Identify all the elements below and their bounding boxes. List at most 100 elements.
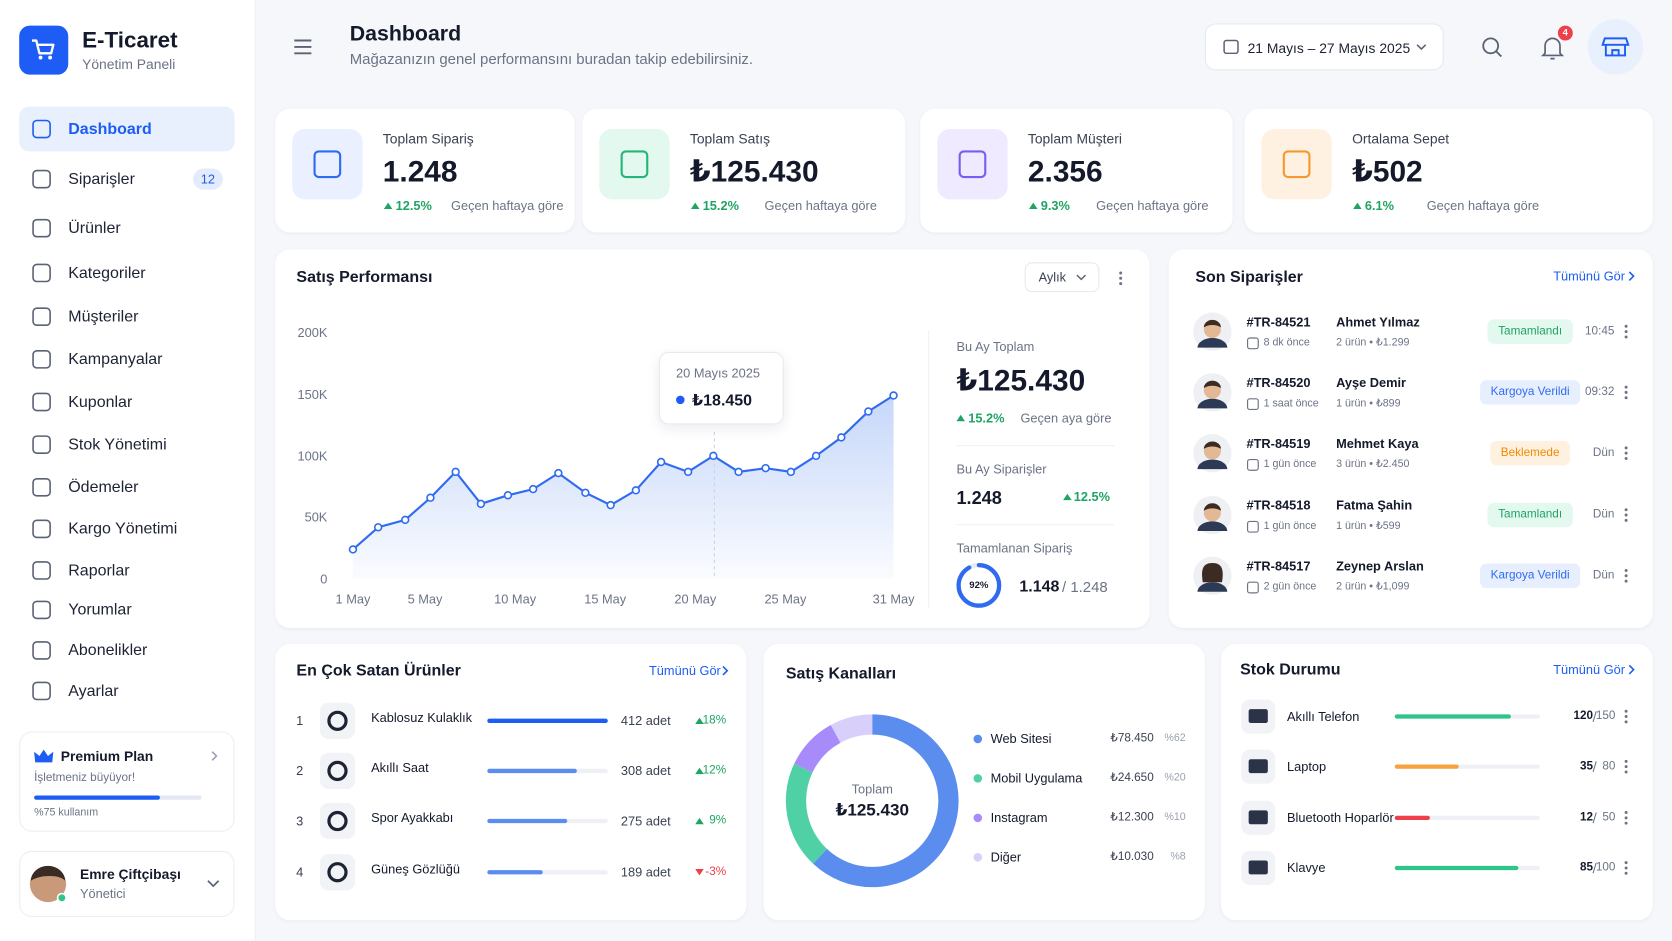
kpi-icon	[958, 150, 987, 179]
donut-segment	[785, 714, 959, 888]
bar-track	[487, 870, 608, 875]
product-change: -3%	[705, 865, 727, 879]
more-dot	[1624, 390, 1628, 394]
donut-segment	[785, 714, 959, 888]
kpi-label: Toplam Sipariş	[382, 130, 474, 147]
order-time: 10:45	[1585, 324, 1615, 338]
kpi-note: Geçen haftaya göre	[1096, 198, 1209, 214]
more-dot	[1624, 770, 1628, 774]
view-all-link[interactable]: Tümünü Gör	[1553, 662, 1626, 678]
channel-amount: ₺12.300	[1110, 810, 1154, 824]
order-id: #TR-84517	[1246, 558, 1311, 574]
completed-count: 1.148	[1019, 577, 1060, 596]
card-title: Stok Durumu	[1240, 660, 1341, 679]
view-all-link[interactable]: Tümünü Gör	[1553, 268, 1626, 284]
kpi-label: Toplam Satış	[689, 130, 771, 147]
trend-arrow	[695, 717, 704, 725]
product-thumb	[319, 752, 356, 790]
product-change: 18%	[702, 713, 727, 727]
bar	[487, 818, 568, 824]
avatar-body	[1197, 582, 1228, 592]
kpi-value: 1.248	[382, 154, 458, 188]
nav-item[interactable]: Ayarlar	[68, 681, 119, 701]
nav-item[interactable]: Kargo Yönetimi	[68, 519, 178, 538]
kpi-label: Ortalama Sepet	[1352, 130, 1450, 147]
order-items: 3 ürün • ₺2.450	[1336, 458, 1410, 471]
clock-icon	[1246, 581, 1259, 594]
more-dot	[1624, 518, 1628, 522]
more-dot	[1624, 811, 1628, 815]
card-title: Satış Kanalları	[785, 664, 897, 683]
x-tick-label: 15 May	[584, 591, 627, 607]
point	[400, 515, 410, 525]
order-ago: 1 gün önce	[1263, 458, 1317, 471]
kpi-label: Toplam Müşteri	[1027, 130, 1122, 147]
nav-icon	[32, 561, 51, 580]
trend-arrow	[956, 414, 966, 422]
product-name: Akıllı Saat	[371, 760, 429, 776]
stock-track	[1394, 764, 1540, 769]
card-title: En Çok Satan Ürünler	[296, 661, 461, 680]
point	[683, 467, 693, 477]
status-pill: Tamamlandı	[1487, 319, 1573, 344]
premium-card[interactable]	[19, 731, 235, 832]
stock-capacity: 50	[1602, 810, 1616, 824]
nav-item[interactable]: Kuponlar	[68, 392, 133, 412]
nav-item[interactable]: Müşteriler	[68, 307, 139, 326]
point	[426, 493, 435, 502]
calendar-icon	[1223, 39, 1239, 55]
point	[837, 433, 846, 442]
order-time: Dün	[1592, 508, 1615, 521]
stock-name: Akıllı Telefon	[1287, 709, 1360, 725]
point	[656, 457, 666, 467]
summary-label: Tamamlanan Sipariş	[956, 540, 1073, 556]
y-tick-label: 50K	[304, 509, 328, 525]
nav-item[interactable]: Siparişler	[68, 170, 135, 189]
bar	[487, 870, 543, 875]
customer-name: Ahmet Yılmaz	[1336, 314, 1420, 330]
trend-arrow	[690, 202, 700, 209]
point	[761, 463, 770, 473]
status-pill: Beklemede	[1490, 440, 1571, 466]
nav-item[interactable]: Ürünler	[68, 219, 121, 238]
order-time: 09:32	[1585, 385, 1615, 399]
stock-name: Laptop	[1287, 759, 1327, 775]
kpi-icon	[620, 150, 649, 179]
period-select[interactable]	[1024, 262, 1100, 293]
view-all-link[interactable]: Tümünü Gör	[648, 663, 721, 679]
nav-icon	[32, 218, 51, 238]
more-dot	[1624, 574, 1628, 578]
more-dot	[1624, 330, 1628, 334]
stock-capacity: 100	[1595, 861, 1616, 874]
nav-item[interactable]: Ödemeler	[68, 478, 139, 497]
nav-badge	[193, 168, 223, 190]
nav-item[interactable]: Dashboard	[68, 119, 152, 139]
chevron-down	[1416, 44, 1427, 51]
tooltip-date: 20 Mayıs 2025	[676, 365, 760, 381]
stock-capacity: 150	[1595, 709, 1616, 723]
avatar-body	[1197, 398, 1228, 409]
order-time: Dün	[1592, 568, 1615, 582]
nav-icon	[32, 435, 51, 454]
summary-label: Bu Ay Toplam	[956, 339, 1035, 355]
chevron	[211, 751, 218, 761]
product-change: 12%	[702, 764, 727, 777]
nav-icon	[32, 119, 51, 139]
slash	[1592, 862, 1597, 874]
user-hair	[30, 865, 66, 881]
avatar-body	[1197, 338, 1228, 348]
nav-item[interactable]: Kategoriler	[68, 263, 146, 283]
rank: 1	[296, 713, 304, 729]
summary-change: 15.2%	[968, 410, 1005, 426]
nav-item[interactable]: Kampanyalar	[68, 350, 163, 369]
nav-icon	[32, 169, 51, 189]
point	[631, 486, 641, 495]
legend-dot	[973, 853, 983, 862]
point	[734, 467, 743, 477]
nav-item[interactable]: Raporlar	[68, 561, 130, 580]
nav-item[interactable]: Yorumlar	[68, 600, 132, 619]
nav-item[interactable]: Abonelikler	[68, 641, 148, 660]
date-picker[interactable]	[1204, 23, 1444, 71]
ring-label: 92%	[969, 579, 989, 591]
nav-item[interactable]: Stok Yönetimi	[68, 435, 167, 454]
